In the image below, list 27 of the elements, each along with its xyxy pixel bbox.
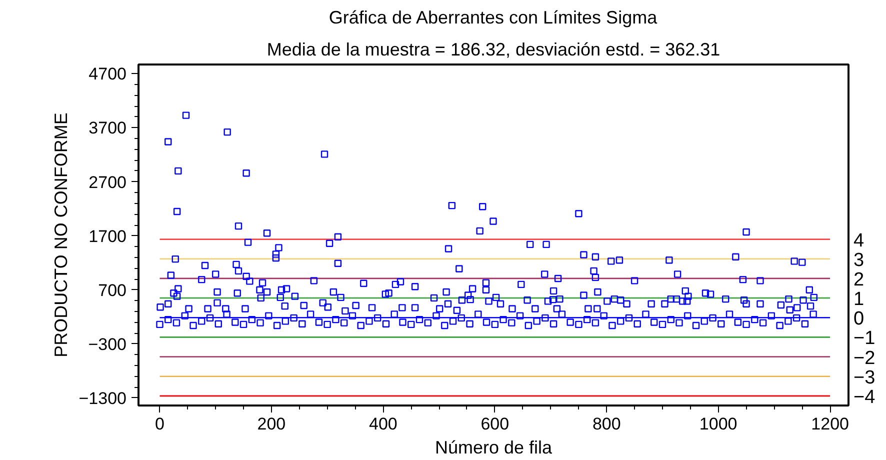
y2-tick-label: 2: [854, 269, 864, 290]
x-tick-label: 400: [368, 414, 398, 434]
y-tick-label: −300: [88, 334, 127, 354]
y2-tick-label: 1: [854, 289, 864, 310]
x-tick-label: 800: [592, 414, 621, 434]
y2-tick-label: 3: [854, 250, 864, 271]
y-tick-label: 2700: [88, 172, 127, 192]
y2-tick-label: 0: [854, 308, 864, 330]
y-tick-label: 1700: [88, 226, 127, 246]
y2-tick-label: −3: [854, 367, 876, 388]
y2-tick-label: −2: [854, 348, 876, 369]
x-axis-title: Número de fila: [434, 438, 554, 458]
y-tick-label: −1300: [78, 388, 127, 408]
y-tick-label: 700: [98, 280, 127, 300]
chart-subtitle: Media de la muestra = 186.32, desviación estd. = 362.31: [266, 40, 720, 60]
y2-tick-label: −4: [854, 386, 876, 408]
y-axis-title: PRODUCTO NO CONFORME: [50, 112, 71, 358]
x-tick-label: 0: [155, 414, 164, 434]
chart-title: Gráfica de Aberrantes con Límites Sigma: [328, 8, 658, 28]
x-tick-label: 1200: [811, 414, 849, 434]
y-tick-label: 3700: [88, 118, 127, 138]
x-tick-label: 600: [480, 414, 510, 434]
y-tick-label: 4700: [88, 64, 127, 84]
y2-tick-label: −1: [854, 328, 876, 350]
x-tick-label: 1000: [699, 414, 738, 434]
x-tick-label: 200: [257, 414, 286, 434]
y2-tick-label: 4: [854, 230, 864, 252]
